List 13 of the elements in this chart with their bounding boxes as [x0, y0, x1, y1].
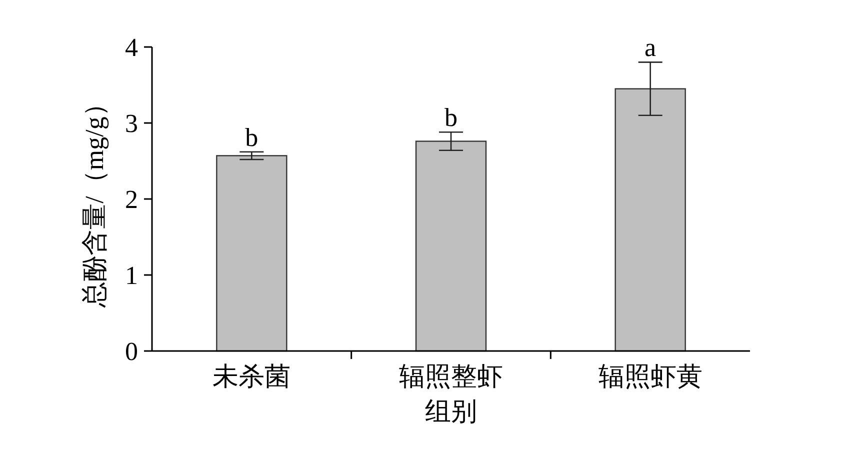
x-tick-label: 辐照虾黄 — [598, 362, 702, 391]
y-tick-label: 0 — [125, 337, 138, 366]
annotation: b — [444, 103, 458, 132]
y-axis-title: 总酚含量/（mg/g） — [80, 90, 109, 308]
x-axis-title: 组别 — [425, 397, 477, 426]
y-tick-label: 2 — [125, 185, 138, 214]
y-tick-label: 3 — [125, 109, 138, 138]
annotation: b — [245, 122, 258, 152]
annotation: a — [644, 33, 657, 62]
x-tick-label: 辐照整虾 — [399, 362, 503, 391]
y-tick-label: 1 — [125, 261, 138, 290]
x-tick-label: 未杀菌 — [212, 362, 291, 391]
y-tick-label: 4 — [125, 33, 138, 62]
